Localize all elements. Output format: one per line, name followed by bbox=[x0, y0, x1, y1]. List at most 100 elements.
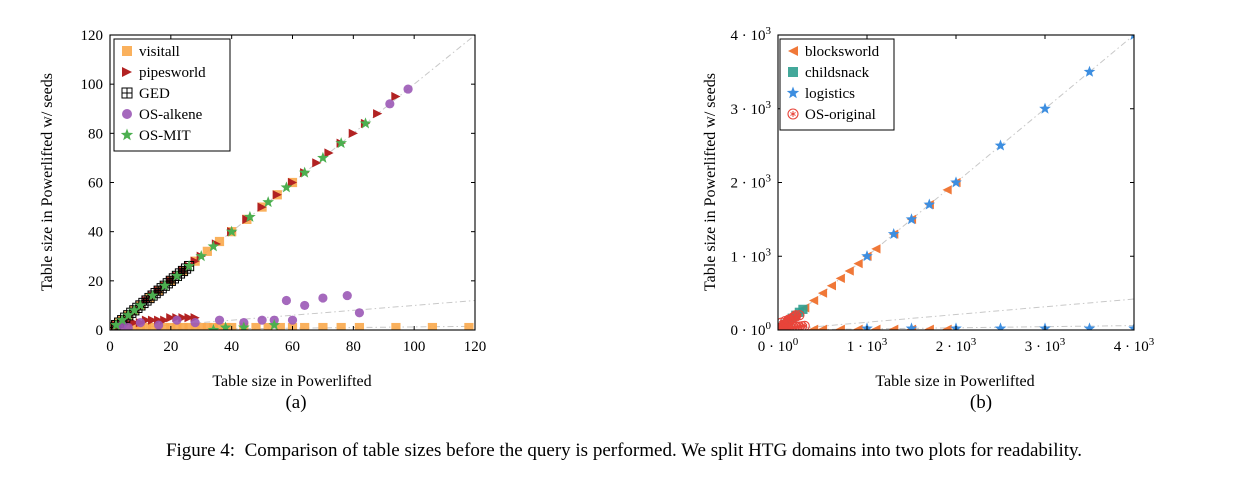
x-axis-label: Table size in Powerlifted bbox=[212, 373, 371, 390]
data-point-blocksworld bbox=[817, 288, 828, 298]
data-point-blocksworld bbox=[835, 324, 845, 330]
data-point-os-alkene bbox=[154, 320, 164, 330]
data-point-os-alkene bbox=[214, 315, 225, 325]
data-point-blocksworld bbox=[817, 324, 828, 330]
data-point-blocksworld bbox=[924, 324, 934, 330]
data-point-pipesworld bbox=[373, 109, 383, 119]
x-tick-label: 80 bbox=[346, 339, 361, 355]
data-point-blocksworld bbox=[871, 324, 881, 330]
data-point-pipesworld bbox=[324, 148, 334, 158]
legend-label-blocksworld: blocksworld bbox=[805, 44, 880, 60]
data-point-logistics bbox=[887, 228, 900, 240]
x-tick-label: 60 bbox=[285, 339, 300, 355]
legend-entry-os-mit: OS-MIT bbox=[120, 128, 191, 144]
y-tick-label: 4 · 103 bbox=[731, 25, 772, 44]
x-tick-label: 20 bbox=[163, 339, 178, 355]
data-point-os-mit bbox=[225, 225, 238, 237]
legend: visitall pipesworld GED OS-alkene OS-MIT bbox=[113, 38, 231, 152]
data-point-os-mit bbox=[268, 318, 281, 330]
data-point-os-mit bbox=[335, 137, 347, 149]
y-tick-label: 80 bbox=[88, 126, 103, 142]
data-point-logistics bbox=[861, 250, 873, 262]
data-point-pipesworld bbox=[272, 190, 282, 200]
x-tick-label: 3 · 103 bbox=[1025, 336, 1066, 355]
data-point-blocksworld bbox=[835, 273, 845, 283]
data-point-visitall bbox=[160, 322, 170, 330]
legend-label-logistics: logistics bbox=[805, 86, 855, 102]
data-point-visitall bbox=[275, 322, 285, 330]
data-point-visitall bbox=[391, 322, 401, 330]
data-point-logistics bbox=[1128, 322, 1134, 330]
data-point-os-alkene bbox=[354, 308, 365, 318]
data-point-blocksworld bbox=[844, 266, 854, 276]
data-point-logistics bbox=[1130, 35, 1134, 40]
data-point-os-alkene bbox=[172, 315, 182, 325]
data-point-os-mit bbox=[146, 289, 159, 301]
reference-line bbox=[778, 298, 1134, 330]
data-point-os-mit bbox=[317, 151, 329, 163]
data-point-blocksworld bbox=[809, 324, 819, 330]
y-tick-label: 100 bbox=[81, 77, 104, 93]
data-point-os-mit bbox=[158, 279, 171, 291]
legend-label-visitall: visitall bbox=[139, 44, 180, 60]
y-tick-label: 20 bbox=[88, 274, 103, 290]
data-point-pipesworld bbox=[166, 313, 176, 323]
x-tick-label: 2 · 103 bbox=[936, 336, 977, 355]
data-point-visitall bbox=[202, 246, 212, 256]
data-point-blocksworld bbox=[809, 295, 819, 306]
data-point-os-mit bbox=[122, 309, 135, 321]
data-point-pipesworld bbox=[160, 315, 170, 325]
data-point-os-mit bbox=[359, 117, 372, 129]
data-point-pipesworld bbox=[257, 202, 267, 212]
data-points bbox=[778, 35, 1134, 330]
data-point-pipesworld bbox=[190, 256, 200, 266]
y-axis-label: Table size in Powerlifted w/ seeds bbox=[39, 73, 56, 291]
data-point-pipesworld bbox=[184, 313, 194, 323]
legend: blocksworld childsnack logistics OS-origina… bbox=[779, 38, 895, 131]
legend-entry-os-original: OS-original bbox=[787, 107, 876, 123]
x-tick-label: 40 bbox=[224, 339, 239, 355]
legend-label-os-original: OS-original bbox=[805, 107, 876, 123]
data-point-os-original bbox=[799, 320, 810, 330]
data-point-visitall bbox=[184, 322, 194, 330]
data-point-os-alkene bbox=[123, 322, 133, 330]
data-point-visitall bbox=[178, 322, 188, 330]
legend-entry-ged: GED bbox=[121, 86, 170, 102]
y-tick-label: 40 bbox=[88, 225, 103, 241]
data-point-logistics bbox=[905, 213, 918, 225]
data-point-visitall bbox=[141, 322, 152, 330]
data-point-os-alkene bbox=[403, 84, 413, 94]
data-point-childsnack bbox=[798, 304, 808, 314]
series-os-original bbox=[778, 310, 810, 330]
series-logistics bbox=[861, 35, 1134, 330]
data-point-os-alkene bbox=[385, 99, 395, 109]
legend-marker-os-mit bbox=[120, 128, 134, 141]
data-point-visitall bbox=[214, 322, 225, 330]
data-point-os-original bbox=[779, 315, 791, 327]
legend-entry-visitall: visitall bbox=[122, 44, 180, 60]
data-point-os-mit bbox=[207, 240, 220, 252]
caption-text: Comparison of table sizes before the que… bbox=[244, 440, 1083, 461]
data-point-pipesworld bbox=[312, 158, 322, 168]
data-point-os-alkene bbox=[318, 293, 328, 303]
chart-panel-b: 0 · 100 1 · 103 2 · 103 3 · 103 4 · 103 0 · 1… bbox=[702, 25, 1155, 390]
data-point-visitall bbox=[336, 322, 346, 330]
data-point-logistics bbox=[1083, 65, 1096, 77]
legend-marker-logistics bbox=[786, 86, 800, 99]
data-point-os-mit bbox=[219, 321, 232, 330]
data-point-os-alkene bbox=[135, 318, 146, 328]
data-point-visitall bbox=[172, 322, 182, 330]
legend-entry-blocksworld: blocksworld bbox=[788, 44, 880, 60]
data-point-logistics bbox=[923, 198, 936, 210]
data-point-os-mit bbox=[207, 323, 220, 330]
data-point-os-mit bbox=[183, 259, 195, 272]
y-tick-label: 0 bbox=[96, 323, 104, 339]
legend-box bbox=[779, 38, 895, 131]
data-point-blocksworld bbox=[853, 259, 863, 269]
data-point-visitall bbox=[202, 322, 212, 330]
data-point-pipesworld bbox=[348, 128, 358, 138]
legend-label-childsnack: childsnack bbox=[805, 65, 870, 81]
data-point-blocksworld bbox=[871, 244, 881, 254]
legend-marker-visitall bbox=[122, 46, 132, 56]
